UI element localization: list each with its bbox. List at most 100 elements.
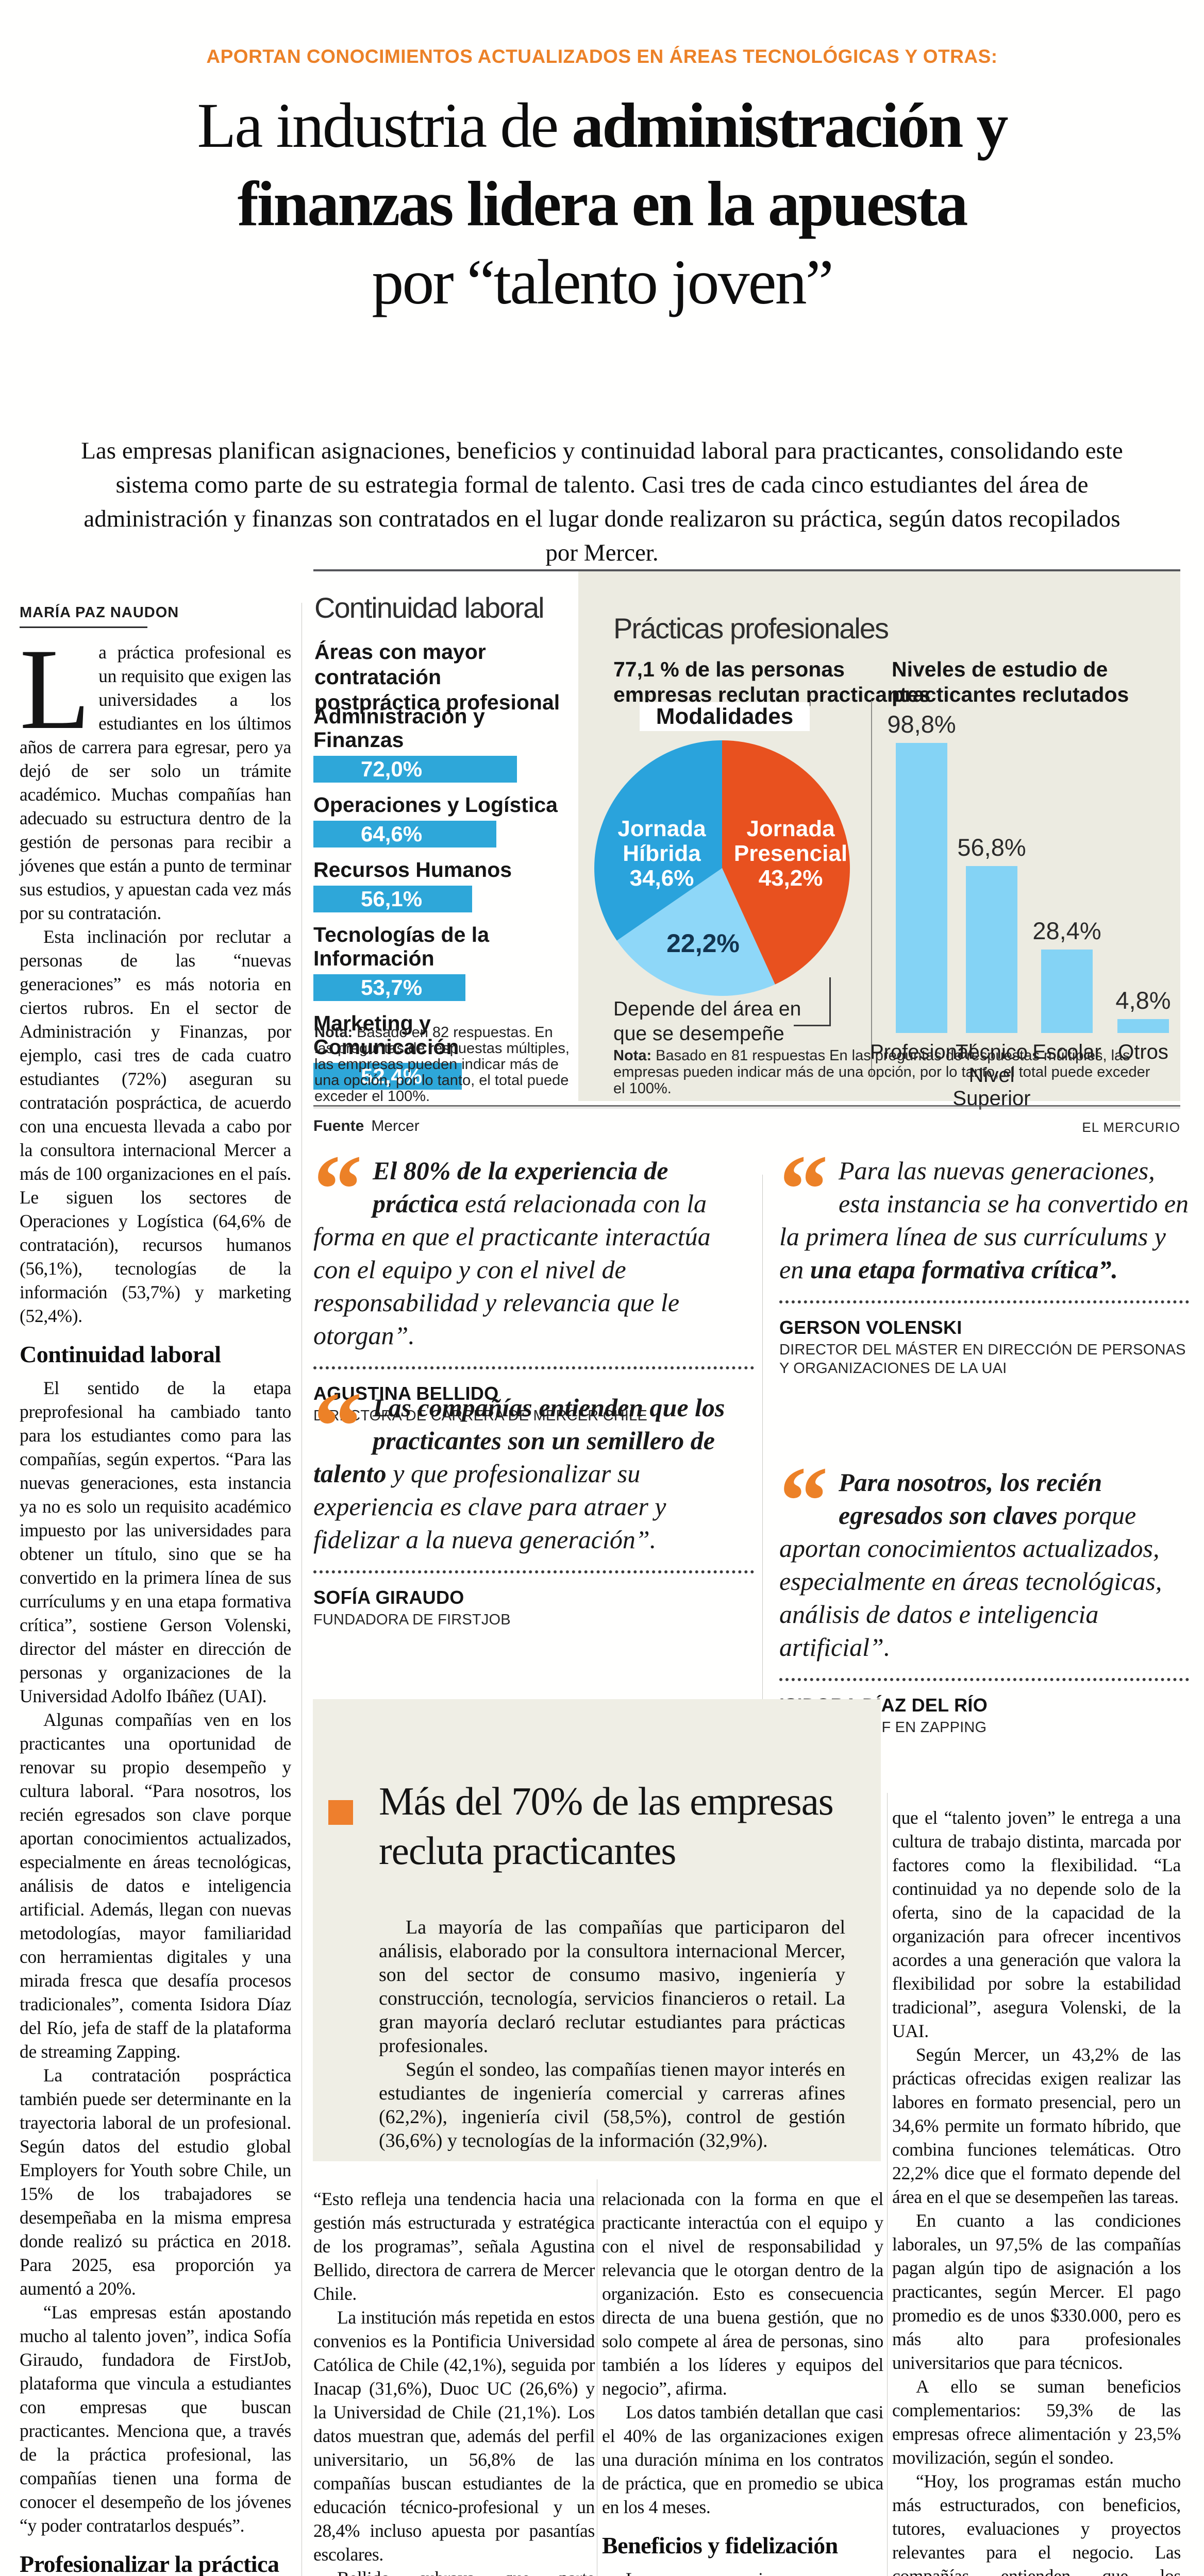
article-paragraph: El sentido de la etapa preprofesional ha… (20, 1378, 291, 1706)
quote-isidora-diaz: “ Para nosotros, los recién egresados so… (779, 1452, 1189, 1737)
pie-label-depende: 22,2% (666, 929, 740, 958)
vbar (966, 866, 1017, 1033)
hbar-item: Recursos Humanos 56,1% (313, 858, 578, 912)
quote-author: AGUSTINA BELLIDO (313, 1383, 499, 1404)
hbar-label: Recursos Humanos (313, 858, 512, 882)
quote-mark-icon: “ (779, 1136, 828, 1244)
article-paragraph: La institución más repetida en estos con… (313, 2307, 595, 2565)
vbar-category: Otros (1118, 1041, 1168, 1063)
hbar-value: 64,6% (361, 822, 423, 846)
right-chart-title: Niveles de estudio de practicantes reclu… (892, 657, 1129, 706)
byline-rule (20, 626, 147, 628)
headline: La industria de administración y finanza… (0, 87, 1204, 321)
kicker: APORTAN CONOCIMIENTOS ACTUALIZADOS EN ÁR… (206, 46, 998, 67)
quote-text: Las compañías entienden que los practica… (313, 1393, 725, 1554)
hbar-label: Operaciones y Logística (313, 793, 558, 817)
levels-bar-chart: 98,8% 56,8% 28,4% 4,8% (887, 703, 1174, 1033)
article-paragraph: “Esto refleja una tendencia hacia una ge… (313, 2189, 595, 2304)
article-paragraph: Los datos también detallan que casi el 4… (602, 2402, 883, 2517)
article-column-4: que el “talento joven” le entrega a una … (892, 1806, 1181, 2576)
hbar-item: Operaciones y Logística 64,6% (313, 793, 578, 848)
quote-author: GERSON VOLENSKI (779, 1317, 962, 1338)
modalities-pie-chart (594, 740, 850, 996)
hbar-value: 52,4% (361, 1064, 423, 1088)
quote-dotted-rule (313, 1366, 754, 1369)
vbar-value: 28,4% (1032, 917, 1101, 944)
hbar-value: 56,1% (361, 887, 423, 911)
quote-dotted-rule (779, 1678, 1189, 1681)
article-paragraph: Algunas compañías ven en los practicante… (20, 1709, 291, 2062)
article-paragraph: que el “talento joven” le entrega a una … (892, 1807, 1181, 2041)
article-paragraph: La permanencia en una organización no pa… (602, 2567, 883, 2576)
article-column-2: “Esto refleja una tendencia hacia una ge… (313, 2187, 595, 2576)
column-divider (762, 1175, 763, 1772)
quote-text: El 80% de la experiencia de práctica est… (313, 1156, 711, 1350)
pie-label-hibrida: Jornada Híbrida 34,6% (617, 816, 706, 891)
highlight-box-paragraph: La mayoría de las compañías que particip… (379, 1917, 845, 2057)
hbar-label: Marketing y Comunicación (313, 1011, 459, 1059)
section-subhead: Beneficios y fidelización (602, 2532, 838, 2558)
highlight-box-headline: Más del 70% de las empresas recluta prac… (379, 1779, 834, 1873)
highlight-box: Más del 70% de las empresas recluta prac… (313, 1699, 881, 2161)
callout-line (829, 977, 831, 1026)
vbar-category: Profesional (869, 1041, 974, 1063)
vbar (1117, 1019, 1169, 1033)
column-divider (887, 1793, 888, 2576)
quote-text: Para las nuevas generaciones, esta insta… (779, 1156, 1189, 1284)
quote-author-role: DIRECTORA DE CARRERA DE MERCER CHILE (313, 1408, 648, 1424)
quote-text: Para nosotros, los recién egresados son … (779, 1468, 1162, 1662)
article-paragraph: Bellido subraya que parte importante del… (313, 2566, 595, 2576)
quote-mark-icon: “ (313, 1372, 362, 1481)
article-paragraph: “Las empresas están apostando mucho al t… (20, 2302, 291, 2536)
hbar-value: 53,7% (361, 975, 423, 999)
callout-line (794, 1025, 831, 1026)
quote-author: SOFÍA GIRAUDO (313, 1587, 464, 1608)
section-subhead: Profesionalizar la práctica (20, 2551, 279, 2576)
headline-line-3: por “talento joven” (372, 247, 833, 317)
bullet-square-icon (328, 1800, 353, 1825)
credit: EL MERCURIO (1082, 1120, 1180, 1135)
quote-dotted-rule (313, 1570, 754, 1573)
quote-author-role: FUNDADORA DE FIRSTJOB (313, 1612, 511, 1628)
hbar-label: Tecnologías de la Información (313, 923, 489, 970)
article-column-3: relacionada con la forma en que el pract… (602, 2187, 883, 2576)
vbar (896, 743, 947, 1033)
byline: MARÍA PAZ NAUDON (20, 604, 179, 621)
hbar: 56,1% (313, 886, 472, 912)
quote-gerson-volenski: “ Para las nuevas generaciones, esta ins… (779, 1136, 1189, 1378)
article-paragraph: Según Mercer, un 43,2% de las prácticas … (892, 2044, 1181, 2207)
left-chart-subtitle: Áreas con mayor contratación postpráctic… (314, 640, 560, 714)
left-chart-note: Nota: Basado en 82 respuestas. En las pr… (314, 1024, 570, 1105)
headline-line-1: La industria de administración y (197, 90, 1009, 161)
infographic-bottom-rule (313, 1105, 1180, 1108)
vbar-category: Escolar (1032, 1041, 1101, 1063)
hbar: 72,0% (313, 756, 517, 783)
horizontal-bar-chart: Administración y Finanzas 72,0% Operacione… (313, 704, 578, 1100)
vbar-value: 4,8% (1115, 987, 1171, 1014)
pie-slice (594, 740, 722, 941)
pie-slice (616, 868, 775, 996)
pie-callout: Depende del área en que se desempeñe (613, 998, 801, 1045)
left-chart-title: Continuidad laboral (314, 591, 545, 624)
hbar: 53,7% (313, 974, 465, 1001)
source-line: Fuente Mercer (313, 1117, 420, 1134)
deck: Las empresas planifican asignaciones, be… (81, 437, 1123, 566)
headline-line-2: finanzas lidera en la apuesta (237, 168, 968, 239)
infographic: Continuidad laboral Áreas con mayor cont… (313, 569, 1180, 1146)
article-paragraph: “Hoy, los programas están mucho más estr… (892, 2471, 1181, 2576)
panel-divider (871, 701, 872, 1077)
hbar-item: Administración y Finanzas 72,0% (313, 704, 578, 783)
panel-title: Prácticas profesionales (613, 612, 889, 645)
panel-stat-line-1: 77,1 % de las personas (613, 657, 845, 681)
hbar-value: 72,0% (361, 757, 423, 781)
right-chart-note: Nota: Basado en 81 respuestas En las pre… (613, 1047, 1150, 1097)
hbar: 52,4% (313, 1063, 462, 1090)
article-paragraph: A ello se suman beneficios complementari… (892, 2376, 1181, 2468)
article-paragraph: Esta inclinación por reclutar a personas… (20, 926, 291, 1326)
article-paragraph: relacionada con la forma en que el pract… (602, 2189, 883, 2399)
drop-cap: L (20, 624, 91, 753)
vbar-value: 98,8% (887, 710, 956, 738)
hbar-item: Tecnologías de la Información 53,7% (313, 923, 578, 1001)
highlight-box-body: La mayoría de las compañías que particip… (379, 1916, 845, 2153)
modalidades-label: Modalidades (640, 702, 810, 731)
